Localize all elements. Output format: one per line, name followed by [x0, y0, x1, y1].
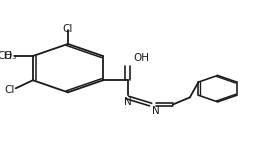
Text: CH₃: CH₃ — [0, 51, 17, 61]
Text: Cl: Cl — [63, 24, 73, 34]
Text: N: N — [152, 106, 160, 116]
Text: OH: OH — [134, 53, 150, 63]
Text: Cl: Cl — [4, 85, 15, 95]
Text: O: O — [4, 51, 12, 61]
Text: N: N — [124, 97, 131, 107]
